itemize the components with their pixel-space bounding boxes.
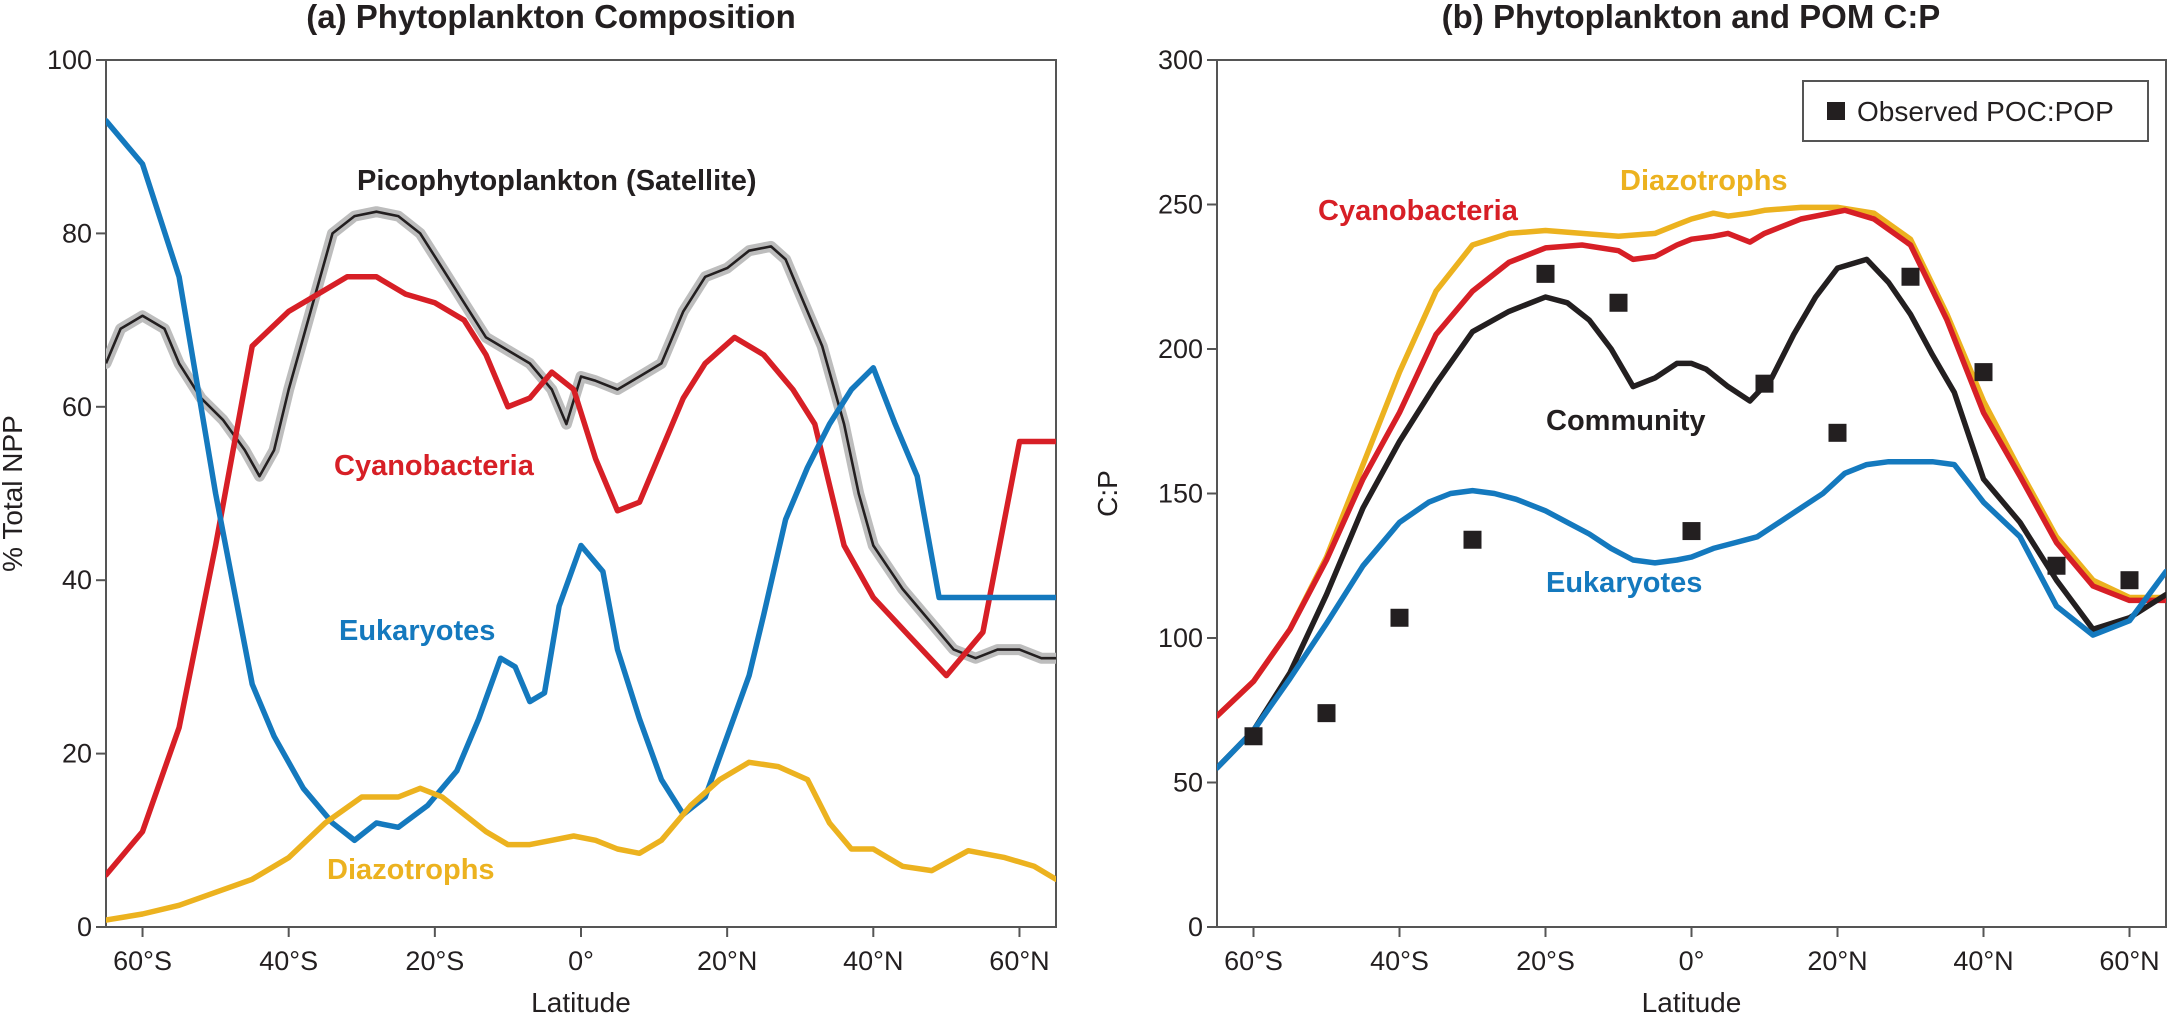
y-tick-label: 100 xyxy=(1158,623,1203,653)
community-series-label: Community xyxy=(1546,405,1706,437)
y-tick-label: 300 xyxy=(1158,45,1203,75)
diazotrophs-series-label: Diazotrophs xyxy=(1620,165,1788,197)
y-tick-label: 200 xyxy=(1158,334,1203,364)
eukaryotes-line xyxy=(1217,458,2166,771)
x-tick-label: 60°N xyxy=(989,946,1049,976)
x-axis-label: Latitude xyxy=(531,987,631,1018)
observed-point xyxy=(1901,267,1920,286)
eukaryotes-series-label: Eukaryotes xyxy=(1546,567,1702,599)
y-tick-label: 50 xyxy=(1173,768,1203,798)
x-tick-label: 40°N xyxy=(1953,946,2013,976)
y-tick-label: 0 xyxy=(77,912,92,942)
observed-point xyxy=(1828,423,1847,442)
cyano-line xyxy=(1217,207,2166,719)
legend-marker-square xyxy=(1827,102,1845,120)
observed-point xyxy=(1974,363,1993,382)
x-axis-label: Latitude xyxy=(1642,987,1742,1018)
chart-title: (b) Phytoplankton and POM C:P xyxy=(1442,0,1941,35)
diazotrophs-line xyxy=(1217,204,2166,719)
observed-point xyxy=(1244,727,1263,746)
y-tick-label: 0 xyxy=(1188,912,1203,942)
panel-b: (b) Phytoplankton and POM C:P 0 50 100 150 20… xyxy=(1092,0,2167,1018)
y-axis-label: % Total NPP xyxy=(0,415,28,572)
observed-point xyxy=(2120,571,2139,590)
chart-title: (a) Phytoplankton Composition xyxy=(306,0,795,35)
y-tick-label: 20 xyxy=(62,739,92,769)
plot-area xyxy=(106,117,1056,923)
cyano-line xyxy=(106,274,1056,878)
y-axis-label: C:P xyxy=(1092,470,1123,517)
panel-a: (a) Phytoplankton Composition 0 20 40 60 80 10… xyxy=(0,0,1057,1018)
x-tick-label: 40°S xyxy=(1370,946,1429,976)
legend-entry-label: Observed POC:POP xyxy=(1857,96,2114,127)
diazotrophs-line xyxy=(106,759,1056,923)
cyano-series-label: Cyanobacteria xyxy=(1318,195,1519,227)
x-tick-label: 20°S xyxy=(405,946,464,976)
x-tick-label: 20°N xyxy=(1807,946,1867,976)
legend: Observed POC:POP xyxy=(1802,80,2149,142)
x-tick-label: 0° xyxy=(568,946,594,976)
observed-point xyxy=(1755,374,1774,393)
eukaryotes-line xyxy=(106,117,1056,844)
y-tick-label: 250 xyxy=(1158,190,1203,220)
diazotrophs-series-label: Diazotrophs xyxy=(327,854,495,886)
observed-point xyxy=(1390,608,1409,627)
y-tick-label: 100 xyxy=(47,45,92,75)
observed-point xyxy=(1317,704,1336,723)
x-tick-label: 60°S xyxy=(1224,946,1283,976)
x-tick-label: 60°S xyxy=(113,946,172,976)
observed-point xyxy=(1536,264,1555,283)
observed-point xyxy=(2047,556,2066,575)
y-tick-label: 60 xyxy=(62,392,92,422)
legend-box xyxy=(1802,80,2149,142)
plot-area xyxy=(1217,204,2166,771)
observed-point xyxy=(1682,522,1701,541)
pico-line xyxy=(106,210,1056,660)
community-line xyxy=(1217,256,2166,771)
pico-uncertainty-band xyxy=(106,206,1056,664)
y-tick-label: 80 xyxy=(62,218,92,248)
x-tick-label: 60°N xyxy=(2099,946,2159,976)
y-tick-label: 150 xyxy=(1158,479,1203,509)
x-tick-label: 0° xyxy=(1679,946,1705,976)
cyano-series-label: Cyanobacteria xyxy=(334,450,535,482)
x-tick-label: 40°S xyxy=(259,946,318,976)
pico-series-label: Picophytoplankton (Satellite) xyxy=(357,165,757,197)
x-tick-label: 20°S xyxy=(1516,946,1575,976)
y-tick-label: 40 xyxy=(62,565,92,595)
x-tick-label: 40°N xyxy=(843,946,903,976)
eukaryotes-series-label: Eukaryotes xyxy=(339,615,495,647)
observed-point xyxy=(1463,530,1482,549)
observed-point xyxy=(1609,293,1628,312)
x-tick-label: 20°N xyxy=(697,946,757,976)
